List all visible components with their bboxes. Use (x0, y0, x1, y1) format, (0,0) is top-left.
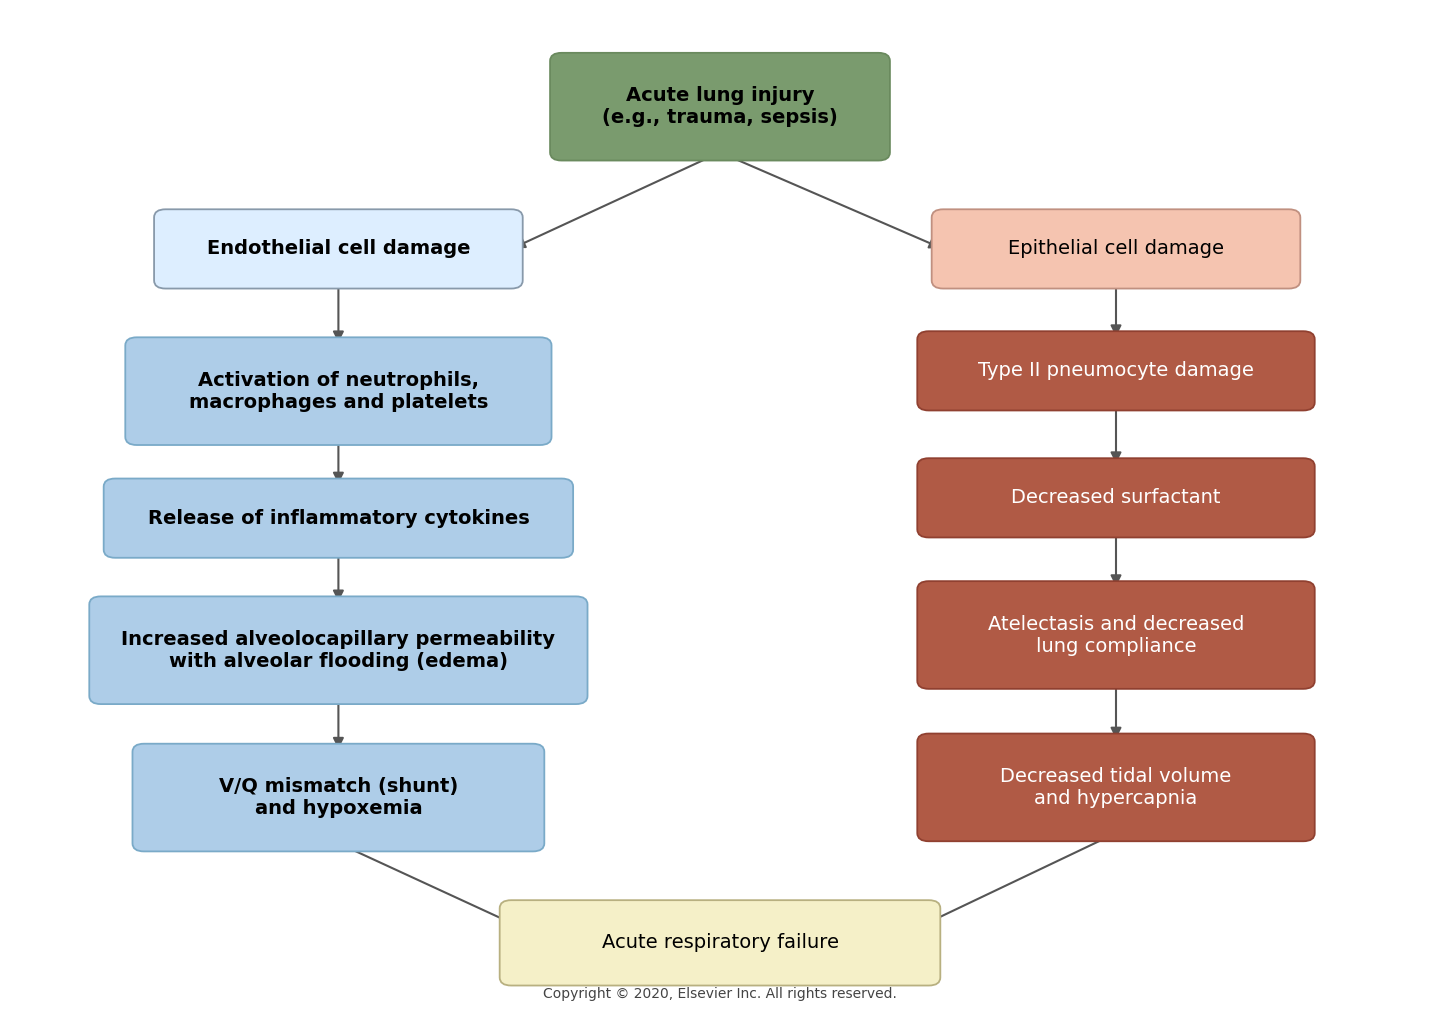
FancyBboxPatch shape (917, 458, 1315, 537)
FancyBboxPatch shape (500, 900, 940, 986)
Text: Atelectasis and decreased
lung compliance: Atelectasis and decreased lung complianc… (988, 615, 1244, 655)
FancyBboxPatch shape (132, 744, 544, 851)
FancyBboxPatch shape (917, 734, 1315, 841)
Text: Decreased tidal volume
and hypercapnia: Decreased tidal volume and hypercapnia (1001, 767, 1231, 808)
Text: Acute lung injury
(e.g., trauma, sepsis): Acute lung injury (e.g., trauma, sepsis) (602, 86, 838, 127)
Text: Increased alveolocapillary permeability
with alveolar flooding (edema): Increased alveolocapillary permeability … (121, 630, 556, 671)
Text: Decreased surfactant: Decreased surfactant (1011, 489, 1221, 507)
Text: Copyright © 2020, Elsevier Inc. All rights reserved.: Copyright © 2020, Elsevier Inc. All righ… (543, 987, 897, 1001)
Text: Activation of neutrophils,
macrophages and platelets: Activation of neutrophils, macrophages a… (189, 371, 488, 411)
FancyBboxPatch shape (932, 209, 1300, 289)
FancyBboxPatch shape (550, 53, 890, 161)
FancyBboxPatch shape (104, 479, 573, 558)
Text: Epithelial cell damage: Epithelial cell damage (1008, 240, 1224, 258)
FancyBboxPatch shape (89, 596, 588, 704)
Text: Endothelial cell damage: Endothelial cell damage (207, 240, 469, 258)
Text: Type II pneumocyte damage: Type II pneumocyte damage (978, 362, 1254, 380)
FancyBboxPatch shape (917, 331, 1315, 410)
Text: Release of inflammatory cytokines: Release of inflammatory cytokines (147, 509, 530, 527)
FancyBboxPatch shape (154, 209, 523, 289)
FancyBboxPatch shape (917, 581, 1315, 689)
Text: Acute respiratory failure: Acute respiratory failure (602, 934, 838, 952)
Text: V/Q mismatch (shunt)
and hypoxemia: V/Q mismatch (shunt) and hypoxemia (219, 777, 458, 818)
FancyBboxPatch shape (125, 337, 552, 445)
